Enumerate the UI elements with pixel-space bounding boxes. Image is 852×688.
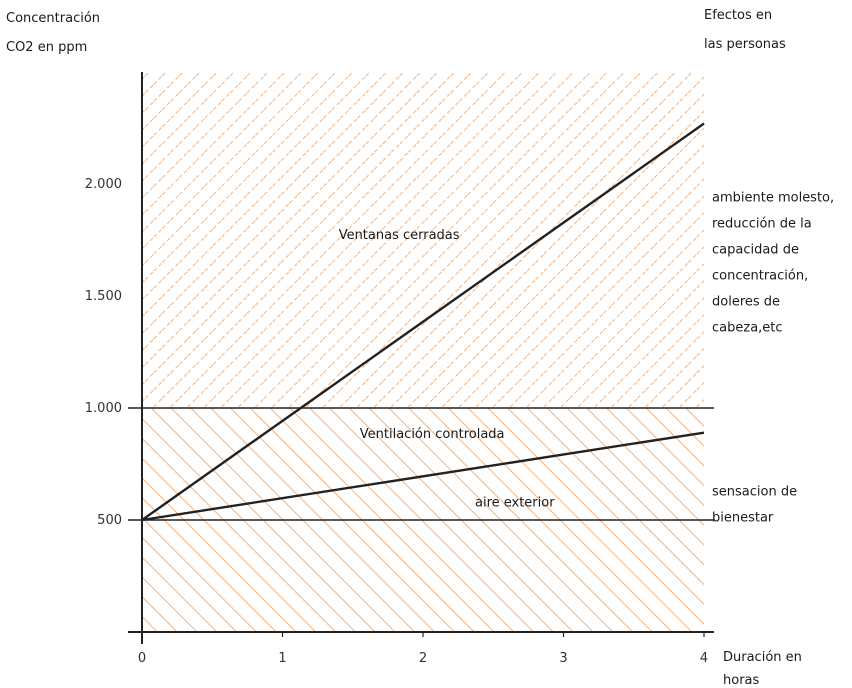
annotation-label: Ventanas cerradas: [339, 228, 460, 243]
series-line-2: [141, 431, 705, 522]
x-tick-label: 4: [700, 651, 708, 666]
effect-text-line: bienestar: [712, 510, 774, 525]
y-axis-title-line2: CO2 en ppm: [6, 40, 87, 55]
right-title-line1: Efectos en: [704, 8, 772, 23]
effect-text-line: capacidad de: [712, 242, 799, 257]
effect-text-line: concentración,: [712, 268, 808, 283]
y-tick-label: 1.000: [85, 401, 122, 416]
hatched-region-high: [142, 72, 704, 408]
effect-text-line: ambiente molesto,: [712, 190, 834, 205]
x-tick-label: 1: [278, 651, 286, 666]
x-tick-label: 3: [559, 651, 567, 666]
effect-text-line: doleres de: [712, 294, 780, 309]
y-tick-label: 2.000: [85, 177, 122, 192]
series-line-1: [141, 122, 705, 521]
y-tick-label: 500: [97, 513, 122, 528]
right-title-line2: las personas: [704, 37, 786, 52]
effect-text-line: sensacion de: [712, 484, 797, 499]
x-axis-title-line2: horas: [723, 673, 760, 688]
x-axis-title-line1: Duración en: [723, 650, 802, 665]
y-axis-title-line1: Concentración: [6, 11, 100, 26]
annotation-label: aire exterior: [475, 496, 555, 511]
x-tick-label: 0: [138, 651, 146, 666]
effect-text-line: reducción de la: [712, 216, 812, 231]
effect-text-line: cabeza,etc: [712, 320, 783, 335]
y-tick-label: 1.500: [85, 289, 122, 304]
x-tick-label: 2: [419, 651, 427, 666]
annotation-label: Ventilación controlada: [360, 427, 505, 442]
